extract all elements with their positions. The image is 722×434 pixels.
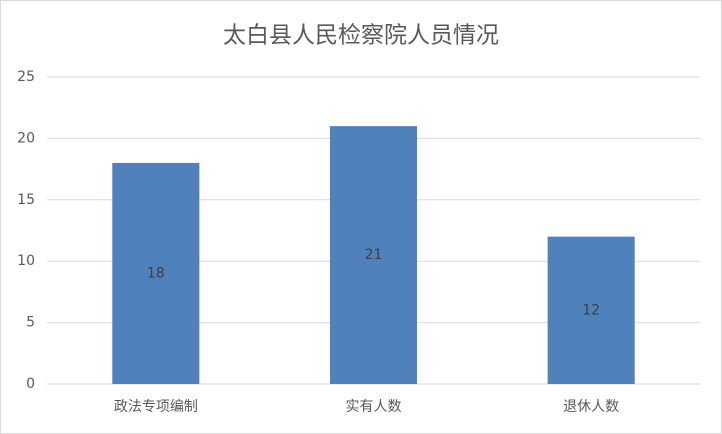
y-tick-label: 20 — [17, 130, 35, 146]
value-label: 21 — [365, 247, 383, 263]
y-tick-label: 0 — [26, 376, 35, 392]
bar — [112, 162, 200, 384]
y-tick-label: 25 — [17, 69, 35, 85]
bar — [329, 126, 418, 385]
value-label: 18 — [147, 265, 165, 281]
y-tick-label: 5 — [26, 315, 35, 331]
value-label: 12 — [582, 302, 600, 318]
x-tick-label: 退休人数 — [563, 399, 619, 415]
x-tick-label: 实有人数 — [346, 399, 402, 415]
bar — [547, 236, 635, 384]
x-tick-label: 政法专项编制 — [114, 399, 198, 415]
y-tick-label: 10 — [17, 253, 35, 269]
chart-title: 太白县人民检察院人员情况 — [223, 23, 499, 49]
y-tick-label: 15 — [17, 192, 35, 208]
